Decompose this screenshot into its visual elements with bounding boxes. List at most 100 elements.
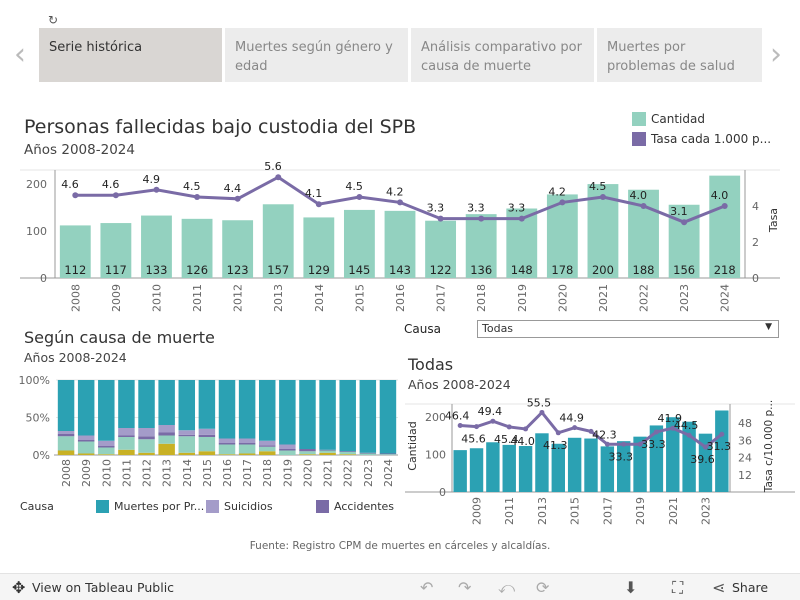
rate-value-label: 49.4 xyxy=(478,405,503,418)
y-right-axis-label: Tasa c/10.000 p... xyxy=(763,400,775,493)
rate-value-label: 39.6 xyxy=(690,453,715,466)
stacked-bar-segment xyxy=(98,447,115,455)
chart3-combo-chart[interactable]: 200 100 0 Cantidad 48 36 24 12 Tasa c/10.000 p..… xyxy=(400,398,800,530)
rate-value-label: 4.0 xyxy=(630,189,648,202)
bar xyxy=(100,223,132,278)
rate-point xyxy=(112,192,119,199)
view-on-tableau-link[interactable]: View on Tableau Public xyxy=(32,580,175,595)
stacked-bar-segment xyxy=(238,438,256,443)
rate-value-label: 3.3 xyxy=(508,202,526,215)
rate-point xyxy=(719,431,725,437)
rate-value-label: 3.3 xyxy=(427,202,445,215)
legend-item-suicidios[interactable]: Suicidios xyxy=(206,500,273,513)
stacked-bar-segment xyxy=(57,450,75,455)
bar xyxy=(535,433,549,492)
rate-point xyxy=(604,441,610,447)
rate-value-label: 4.6 xyxy=(102,178,120,191)
refresh-icon[interactable]: ↻ xyxy=(48,13,59,27)
tab-muertes-genero-edad[interactable]: Muertes según género y edad xyxy=(225,28,408,82)
stacked-bar-segment xyxy=(238,380,256,439)
stacked-bar-segment xyxy=(138,439,155,453)
redo-icon[interactable]: ↷ xyxy=(458,578,472,597)
bar xyxy=(617,441,631,492)
legend-label: Cantidad xyxy=(651,112,705,126)
stacked-bar-segment xyxy=(198,437,216,452)
chart1-combo-chart[interactable]: 200 100 0 4 2 0 Tasa 112 2008 117 2009 133 2010 126 20… xyxy=(0,160,800,320)
bar xyxy=(141,215,172,278)
legend-item-muertes-pr[interactable]: Muertes por Pr... xyxy=(96,500,204,513)
fullscreen-icon[interactable]: ⛶ xyxy=(672,578,684,597)
prev-arrow-icon[interactable]: ‹ xyxy=(14,37,26,72)
x-tick-label: 2015 xyxy=(353,284,366,312)
rate-value-label: 55.5 xyxy=(527,398,552,409)
stacked-bar-segment xyxy=(319,450,336,453)
stacked-bar-segment xyxy=(98,380,115,441)
stacked-bar-segment xyxy=(339,380,356,452)
chart2-stacked-percent-chart[interactable]: 100% 50% 0% 2008 2009 2010 2011 2012 2013 2014 201… xyxy=(0,370,400,495)
rate-value-label: 44.9 xyxy=(559,412,584,425)
stacked-bar-segment xyxy=(158,443,175,455)
x-tick-label: 2008 xyxy=(60,459,73,487)
rate-point xyxy=(490,418,496,424)
rate-value-label: 5.6 xyxy=(264,160,282,173)
y-right-tick-label: 48 xyxy=(738,417,752,430)
rate-value-label: 42.3 xyxy=(592,428,617,441)
rate-point xyxy=(153,186,160,193)
share-button[interactable]: Share xyxy=(732,580,769,595)
bar xyxy=(584,438,598,492)
bar-value-label: 122 xyxy=(430,263,452,277)
stacked-bar-segment xyxy=(98,446,115,448)
stacked-bar-segment xyxy=(138,452,155,455)
legend-item-cantidad[interactable]: Cantidad xyxy=(632,112,705,126)
bar-value-label: 143 xyxy=(389,263,411,277)
next-arrow-icon[interactable]: › xyxy=(770,37,782,72)
download-icon[interactable]: ⬇ xyxy=(624,578,638,597)
tab-analisis-comparativo[interactable]: Análisis comparativo por causa de muerte xyxy=(411,28,594,82)
y-tick-label: 0% xyxy=(33,449,50,462)
stacked-bar-segment xyxy=(319,380,336,450)
x-tick-label: 2012 xyxy=(232,284,245,312)
stacked-bar-segment xyxy=(279,450,296,455)
chart3-title: Todas xyxy=(408,355,454,374)
rate-point xyxy=(72,192,79,199)
bar-value-label: 145 xyxy=(348,263,370,277)
x-tick-label: 2019 xyxy=(634,497,647,525)
bar-value-label: 126 xyxy=(186,263,208,277)
tab-serie-historica[interactable]: Serie histórica xyxy=(39,28,222,82)
legend-label: Tasa cada 1.000 p... xyxy=(651,132,772,146)
bar xyxy=(709,175,741,278)
x-tick-label: 2011 xyxy=(503,497,516,525)
bar xyxy=(343,209,375,278)
legend-item-accidentes[interactable]: Accidentes xyxy=(316,500,394,513)
stacked-bar-segment xyxy=(218,438,236,443)
share-icon[interactable]: ⋖ xyxy=(712,578,726,597)
rate-point xyxy=(234,195,241,202)
chart2-subtitle: Años 2008-2024 xyxy=(24,350,127,365)
x-tick-label: 2016 xyxy=(221,459,234,487)
bar xyxy=(303,217,335,278)
tab-problemas-salud[interactable]: Muertes por problemas de salud xyxy=(597,28,762,82)
x-tick-label: 2014 xyxy=(181,459,194,487)
stacked-bar-segment xyxy=(279,380,296,445)
y-tick-label: 100% xyxy=(19,374,50,387)
stacked-bar-segment xyxy=(238,453,256,455)
stacked-bar-segment xyxy=(319,449,336,451)
rate-value-label: 4.1 xyxy=(305,187,323,200)
x-tick-label: 2018 xyxy=(475,284,488,312)
x-tick-label: 2017 xyxy=(435,284,448,312)
undo-icon[interactable]: ↶ xyxy=(420,578,434,597)
rate-point xyxy=(275,174,282,181)
revert-icon[interactable]: ⤺ xyxy=(498,578,516,597)
legend-item-tasa[interactable]: Tasa cada 1.000 p... xyxy=(632,132,771,146)
y-right-tick-label: 4 xyxy=(752,200,759,213)
rate-value-label: 4.2 xyxy=(548,185,566,198)
causa-filter-select[interactable]: Todas ▼ xyxy=(477,320,779,338)
refresh-data-icon[interactable]: ⟳ xyxy=(536,578,550,597)
stacked-bar-segment xyxy=(379,453,397,455)
y-tick-label: 50% xyxy=(26,412,50,425)
x-tick-label: 2009 xyxy=(110,284,123,312)
legend-swatch xyxy=(206,500,219,513)
rate-point xyxy=(588,428,594,434)
y-right-tick-label: 24 xyxy=(738,452,752,465)
rate-value-label: 4.5 xyxy=(345,180,363,193)
